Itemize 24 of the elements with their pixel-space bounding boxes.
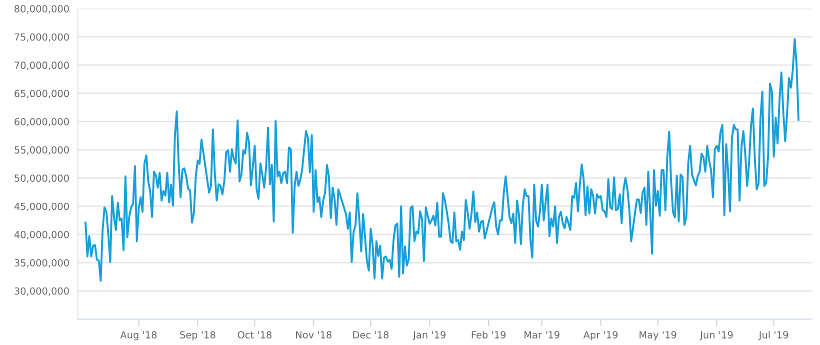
x-tick-label: Jun '19 <box>700 331 733 340</box>
x-tick-label: May '19 <box>640 331 676 340</box>
y-tick-label: 60,000,000 <box>14 118 69 126</box>
x-tick-label: Mar '19 <box>524 331 560 338</box>
x-tick-label: Apr '19 <box>583 331 618 340</box>
y-tick-label: 80,000,000 <box>14 5 69 14</box>
y-tick-label: 40,000,000 <box>14 230 69 240</box>
y-tick-label: 75,000,000 <box>14 33 69 42</box>
y-tick-label: 50,000,000 <box>14 174 69 183</box>
x-tick-label: Jan '19 <box>412 331 446 340</box>
y-tick-label: 70,000,000 <box>14 62 69 70</box>
x-tick-label: Feb '19 <box>472 330 506 338</box>
y-tick-label: 45,000,000 <box>14 202 69 212</box>
line-series <box>84 38 800 282</box>
x-tick-label: Jul '19 <box>758 330 788 340</box>
y-tick-label: 65,000,000 <box>14 90 69 98</box>
y-tick-label: 30,000,000 <box>14 287 69 296</box>
x-tick-label: Dec '18 <box>353 331 389 338</box>
y-tick-label: 55,000,000 <box>14 146 69 155</box>
x-tick-label: Nov '18 <box>296 331 332 338</box>
x-tick-label: Aug '18 <box>120 331 157 340</box>
x-tick-label: Oct '18 <box>238 331 272 338</box>
x-tick-label: Sep '18 <box>180 331 216 340</box>
y-tick-label: 35,000,000 <box>14 259 69 268</box>
